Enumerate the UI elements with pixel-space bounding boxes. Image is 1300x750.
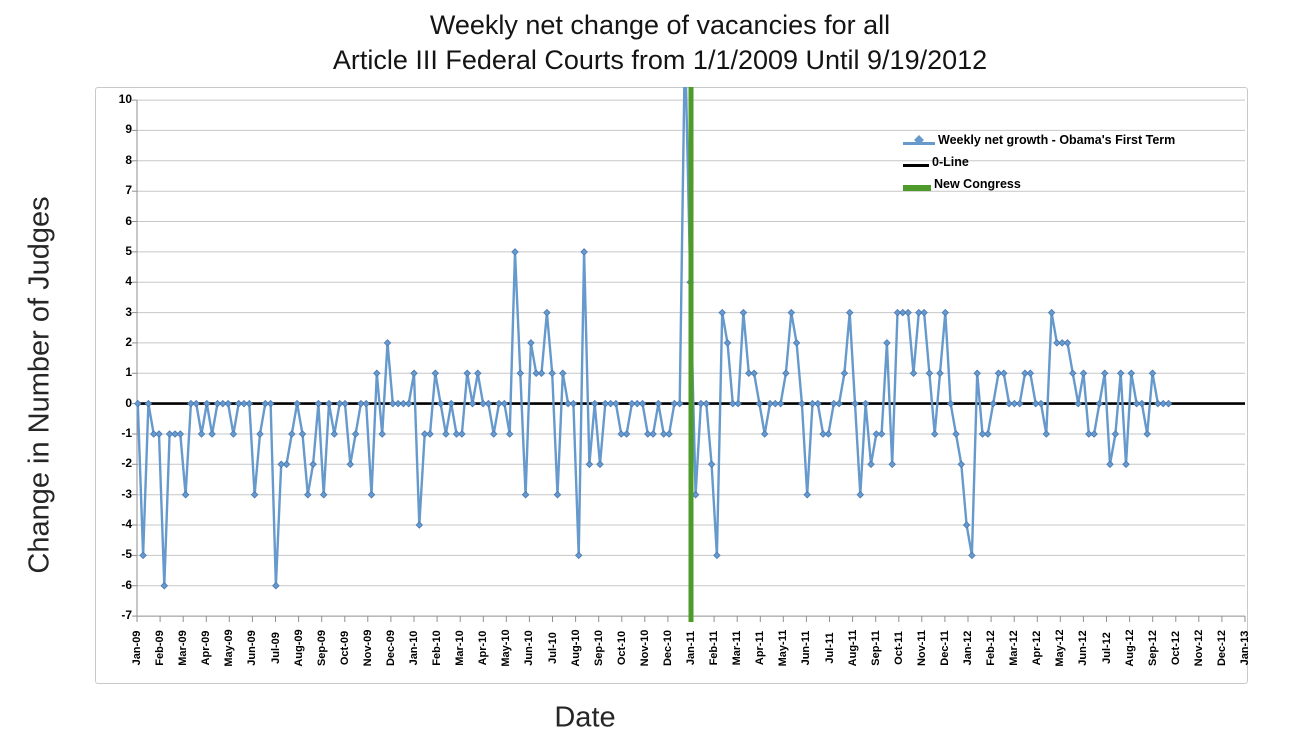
x-tick-label: May-10 (500, 629, 513, 667)
y-tick-label: 2 (125, 335, 132, 349)
y-tick-label: -1 (121, 426, 132, 440)
x-tick-label: Mar-11 (731, 630, 744, 666)
x-tick-label: Feb-10 (431, 630, 444, 666)
x-tick-label: Apr-12 (1031, 630, 1044, 666)
x-tick-label: Feb-09 (154, 630, 167, 666)
x-tick-label: Jun-11 (800, 630, 813, 666)
y-tick-label: -2 (121, 456, 132, 470)
x-tick-label: Oct-11 (892, 631, 905, 665)
legend-item-zero-line: 0-Line (903, 151, 1175, 173)
x-tick-label: Aug-10 (569, 629, 582, 667)
x-tick-label: May-09 (223, 629, 236, 667)
x-tick-label: Jun-10 (523, 630, 536, 666)
x-tick-label: Dec-09 (384, 629, 397, 667)
x-tick-label: Jan-13 (1239, 630, 1251, 666)
x-tick-label: Apr-11 (754, 630, 767, 666)
x-tick-label: Jan-11 (685, 630, 697, 666)
x-tick-label: Jul-12 (1100, 632, 1113, 664)
legend: Weekly net growth - Obama's First Term 0… (903, 129, 1175, 195)
x-tick-label: Nov-11 (915, 629, 928, 667)
y-tick-label: -5 (121, 547, 132, 561)
x-tick-label: Jul-11 (823, 632, 836, 664)
x-tick-label: Aug-12 (1123, 629, 1136, 667)
y-tick-label: 5 (125, 244, 132, 258)
chart-title-line2: Article III Federal Courts from 1/1/2009… (332, 45, 988, 75)
x-tick-label: Nov-10 (638, 629, 651, 667)
x-tick-label: Apr-09 (200, 630, 213, 666)
x-tick-label: Mar-10 (454, 630, 467, 666)
x-tick-label: Oct-10 (615, 630, 628, 666)
series-line-diamond-icon (903, 135, 935, 145)
x-tick-label: Oct-09 (338, 630, 351, 666)
x-tick-label: Feb-11 (708, 630, 721, 666)
x-tick-label: Jan-09 (131, 630, 143, 666)
legend-item-series: Weekly net growth - Obama's First Term (903, 129, 1175, 151)
plot-area (132, 87, 1246, 622)
x-tick-label: Jan-10 (408, 630, 420, 666)
x-tick-label: Nov-12 (1192, 629, 1205, 667)
y-tick-label: -7 (121, 608, 132, 622)
x-tick-label: Aug-09 (292, 629, 305, 667)
y-tick-label: 6 (125, 214, 132, 228)
y-tick-label: 0 (125, 396, 132, 410)
x-tick-label: Sep-11 (869, 630, 882, 666)
y-tick-label: 4 (125, 274, 132, 288)
x-tick-label: Oct-12 (1169, 630, 1182, 666)
y-tick-label: -3 (121, 487, 132, 501)
y-tick-label: 8 (125, 153, 132, 167)
x-tick-label: Dec-10 (661, 629, 674, 667)
series-markers (134, 248, 1173, 590)
legend-label-zero-line: 0-Line (932, 155, 969, 169)
new-congress-line-icon (903, 180, 931, 192)
x-tick-label: May-11 (777, 629, 790, 667)
y-tick-label: -4 (121, 517, 132, 531)
x-axis-title: Date (554, 701, 616, 734)
x-tick-label: Sep-09 (315, 629, 328, 667)
x-tick-label: Sep-12 (1146, 629, 1159, 667)
y-tick-label: 10 (118, 92, 132, 106)
x-tick-label: Mar-12 (1008, 630, 1021, 666)
legend-label-series: Weekly net growth - Obama's First Term (938, 133, 1176, 147)
x-tick-label: Apr-10 (477, 630, 490, 666)
x-tick-label: Jun-12 (1077, 630, 1090, 666)
chart-title: Weekly net change of vacancies for all A… (20, 8, 1300, 78)
legend-label-new-congress: New Congress (934, 177, 1021, 191)
y-tick-label: 1 (125, 365, 132, 379)
x-tick-label: Aug-11 (846, 629, 859, 667)
y-tick-label: 9 (125, 122, 132, 136)
x-tick-label: May-12 (1054, 629, 1067, 667)
zero-line-icon (903, 158, 929, 167)
x-tick-label: Dec-12 (1215, 629, 1228, 667)
chart-border (95, 87, 1248, 684)
x-tick-label: Nov-09 (361, 629, 374, 667)
x-tick-label: Jan-12 (962, 630, 974, 666)
chart-title-line1: Weekly net change of vacancies for all (429, 10, 891, 40)
legend-item-new-congress: New Congress (903, 173, 1175, 195)
x-tick-label: Mar-09 (177, 630, 190, 666)
y-tick-label: 3 (125, 305, 132, 319)
y-axis-title: Change in Number of Judges (23, 196, 56, 574)
x-tick-label: Sep-10 (592, 629, 605, 667)
x-tick-label: Dec-11 (938, 630, 951, 666)
x-tick-label: Jun-09 (246, 630, 259, 666)
x-tick-label: Feb-12 (985, 630, 998, 666)
y-tick-label: 7 (125, 183, 132, 197)
x-tick-label: Jul-10 (546, 632, 559, 664)
y-tick-label: -6 (121, 578, 132, 592)
x-tick-label: Jul-09 (269, 632, 282, 664)
